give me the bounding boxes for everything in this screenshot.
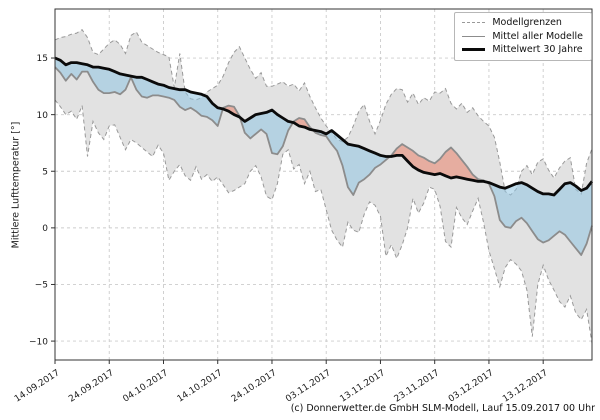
x-tick-label: 14.09.2017 [13,368,62,404]
x-tick-label: 13.11.2017 [338,368,387,404]
warmer-than-normal-fill [222,105,487,182]
plot-border [54,8,593,361]
legend-item-mittelwert-30-jahre: Mittelwert 30 Jahre [462,45,583,55]
model-upper-limit-line [54,29,593,196]
model-lower-limit-line [54,99,593,344]
legend-label: Mittel aller Modelle [492,30,583,42]
mean-30-years-line [54,56,594,197]
colder-than-normal-fill [55,58,592,255]
legend-item-modellgrenzen: Modellgrenzen [462,18,583,28]
y-axis-label: Mittlere Lufttemperatur [°] [10,121,22,249]
gray-line-icon [462,35,486,37]
y-tick-label: 15 [37,54,48,64]
x-tick-label: 24.09.2017 [67,368,116,404]
y-tick-label: −10 [29,337,48,347]
y-tick-label: −5 [35,281,48,291]
y-tick-label: 5 [42,167,48,177]
legend-label: Modellgrenzen [492,17,562,28]
legend-item-mittel-aller-modelle: Mittel aller Modelle [462,30,583,42]
model-mean-line [54,66,593,256]
copyright-credit: (c) Donnerwetter.de GmbH SLM-Modell, Lau… [290,403,595,414]
x-tick-label: 24.10.2017 [230,368,279,404]
x-tick-label: 14.10.2017 [176,368,225,404]
chart-legend: Modellgrenzen Mittel aller Modelle Mitte… [454,12,592,61]
x-tick-label: 03.12.2017 [447,368,496,404]
legend-label: Mittelwert 30 Jahre [492,44,583,55]
x-tick-label: 23.11.2017 [393,368,442,404]
y-tick-label: 0 [42,224,48,234]
x-tick-label: 13.12.2017 [501,368,550,404]
black-line-icon [462,48,486,52]
x-tick-label: 03.11.2017 [284,368,333,404]
y-tick-label: 10 [37,111,49,121]
dashed-line-icon [462,22,486,24]
x-tick-label: 04.10.2017 [121,368,170,404]
